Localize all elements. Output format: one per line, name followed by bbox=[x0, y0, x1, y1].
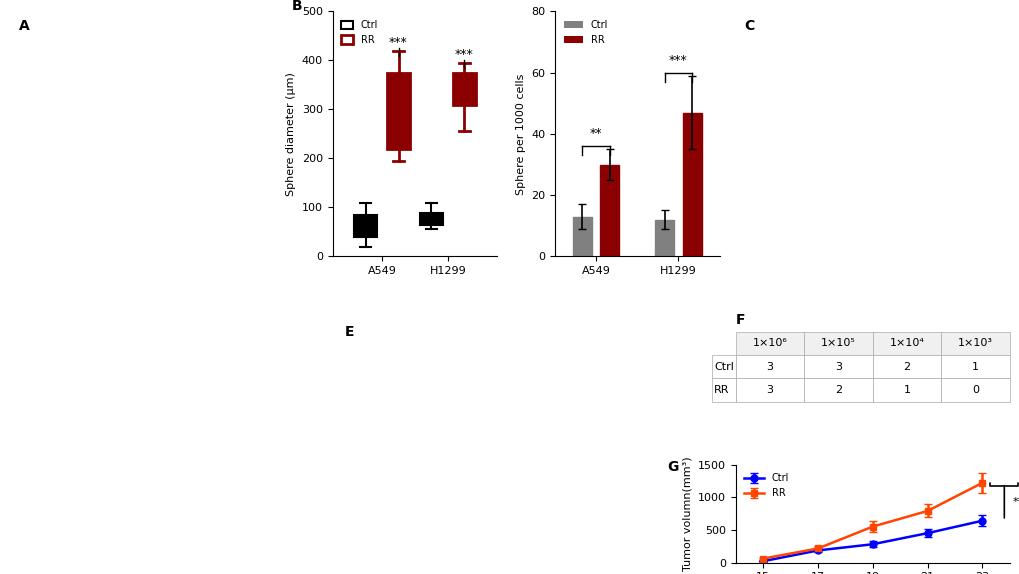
Y-axis label: Sphere diameter (μm): Sphere diameter (μm) bbox=[286, 72, 296, 196]
Y-axis label: Sphere per 1000 cells: Sphere per 1000 cells bbox=[515, 73, 525, 195]
PathPatch shape bbox=[354, 215, 377, 237]
PathPatch shape bbox=[420, 214, 442, 224]
Text: ***: *** bbox=[668, 53, 687, 67]
Text: ***: *** bbox=[454, 48, 473, 61]
Bar bbox=[599, 165, 619, 257]
Legend: Ctrl, RR: Ctrl, RR bbox=[740, 470, 792, 502]
Text: B: B bbox=[291, 0, 302, 13]
Text: C: C bbox=[743, 19, 753, 33]
Legend: Ctrl, RR: Ctrl, RR bbox=[337, 16, 382, 49]
Text: F: F bbox=[735, 313, 745, 327]
Legend: Ctrl, RR: Ctrl, RR bbox=[559, 16, 611, 49]
Text: ***: *** bbox=[389, 36, 408, 49]
Text: D: D bbox=[19, 325, 31, 339]
Text: E: E bbox=[344, 325, 354, 339]
PathPatch shape bbox=[386, 73, 410, 149]
Text: G: G bbox=[666, 460, 678, 474]
Bar bbox=[654, 220, 674, 257]
Bar bbox=[682, 113, 701, 257]
PathPatch shape bbox=[452, 73, 476, 104]
Text: ***: *** bbox=[1012, 497, 1019, 507]
Text: A: A bbox=[19, 19, 31, 33]
Y-axis label: Tumor volumn(mm³): Tumor volumn(mm³) bbox=[682, 456, 692, 571]
Bar bbox=[573, 216, 591, 257]
Text: **: ** bbox=[589, 127, 602, 140]
